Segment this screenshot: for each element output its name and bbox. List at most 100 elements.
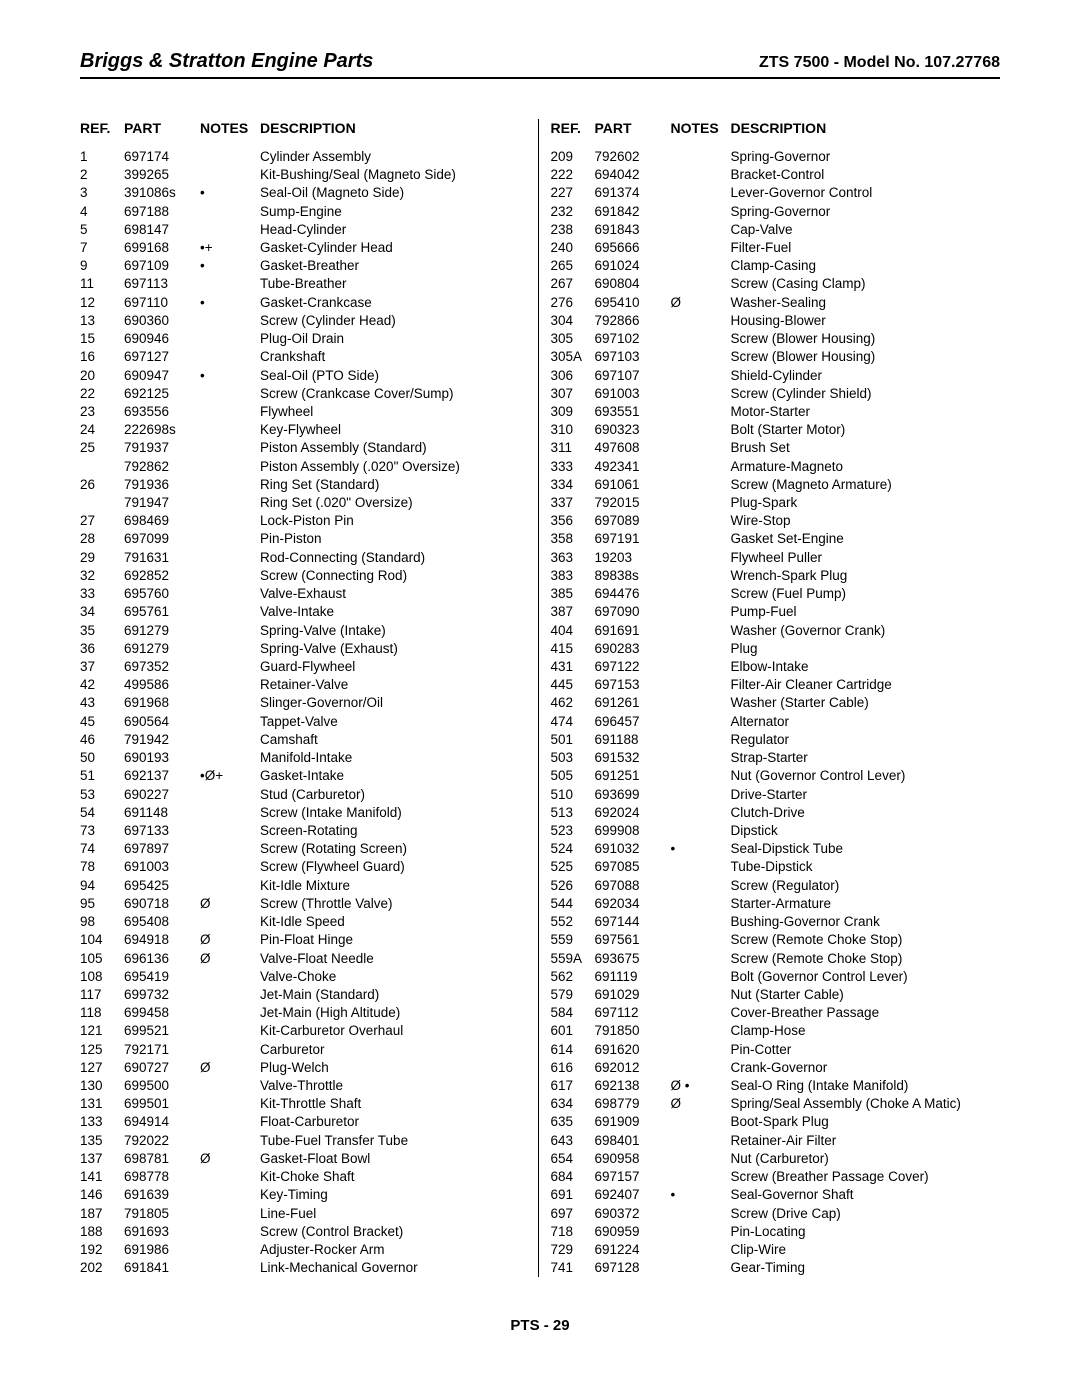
cell-ref: 209 [551, 148, 595, 166]
cell-notes [200, 403, 260, 421]
table-row: 503691532Strap-Starter [551, 749, 1001, 767]
cell-part: 792171 [124, 1041, 200, 1059]
table-row: 510693699Drive-Starter [551, 786, 1001, 804]
cell-ref: 729 [551, 1241, 595, 1259]
cell-ref: 524 [551, 840, 595, 858]
th-notes: NOTES [200, 119, 260, 148]
table-row: 267690804Screw (Casing Clamp) [551, 275, 1001, 293]
cell-part: 697127 [124, 348, 200, 366]
cell-part: 697153 [595, 676, 671, 694]
cell-part: 697099 [124, 530, 200, 548]
table-row: 36319203Flywheel Puller [551, 549, 1001, 567]
cell-part: 697085 [595, 858, 671, 876]
cell-ref: 276 [551, 294, 595, 312]
table-row: 25791937Piston Assembly (Standard) [80, 439, 530, 457]
cell-notes [671, 1241, 731, 1259]
cell-part: 697174 [124, 148, 200, 166]
cell-desc: Key-Flywheel [260, 421, 530, 439]
cell-notes [671, 330, 731, 348]
cell-notes [200, 1041, 260, 1059]
cell-ref: 13 [80, 312, 124, 330]
cell-desc: Motor-Starter [731, 403, 1001, 421]
cell-ref: 15 [80, 330, 124, 348]
cell-ref: 78 [80, 858, 124, 876]
th-part: PART [595, 119, 671, 148]
title-left: Briggs & Stratton Engine Parts [80, 50, 373, 73]
page-footer: PTS - 29 [80, 1317, 1000, 1334]
cell-notes [200, 877, 260, 895]
table-row: 202691841Link-Mechanical Governor [80, 1259, 530, 1277]
table-row: 791947Ring Set (.020" Oversize) [80, 494, 530, 512]
cell-notes: • [671, 1186, 731, 1204]
table-row: 616692012Crank-Governor [551, 1059, 1001, 1077]
cell-desc: Screw (Blower Housing) [731, 330, 1001, 348]
cell-notes [200, 658, 260, 676]
cell-desc: Screw (Rotating Screen) [260, 840, 530, 858]
cell-ref: 9 [80, 257, 124, 275]
table-row: 501691188Regulator [551, 731, 1001, 749]
cell-ref: 25 [80, 439, 124, 457]
cell-notes [200, 567, 260, 585]
cell-notes [671, 1150, 731, 1168]
cell-part: 695410 [595, 294, 671, 312]
cell-notes [200, 1022, 260, 1040]
cell-ref: 523 [551, 822, 595, 840]
cell-notes [671, 275, 731, 293]
table-row: 95690718ØScrew (Throttle Valve) [80, 895, 530, 913]
cell-notes [671, 968, 731, 986]
cell-ref: 238 [551, 221, 595, 239]
table-row: 29791631Rod-Connecting (Standard) [80, 549, 530, 567]
cell-notes [671, 640, 731, 658]
cell-ref: 654 [551, 1150, 595, 1168]
table-row: 265691024Clamp-Casing [551, 257, 1001, 275]
cell-notes [200, 512, 260, 530]
cell-desc: Screw (Cylinder Shield) [731, 385, 1001, 403]
cell-ref: 635 [551, 1113, 595, 1131]
table-row: 141698778Kit-Choke Shaft [80, 1168, 530, 1186]
cell-ref: 36 [80, 640, 124, 658]
cell-ref: 526 [551, 877, 595, 895]
table-row: 445697153Filter-Air Cleaner Cartridge [551, 676, 1001, 694]
table-row: 135792022Tube-Fuel Transfer Tube [80, 1132, 530, 1150]
table-row: 23693556Flywheel [80, 403, 530, 421]
cell-part: 693699 [595, 786, 671, 804]
cell-desc: Pump-Fuel [731, 603, 1001, 621]
column-right: REF. PART NOTES DESCRIPTION 209792602Spr… [539, 119, 1001, 1277]
cell-ref: 1 [80, 148, 124, 166]
cell-part: 791942 [124, 731, 200, 749]
cell-ref: 45 [80, 713, 124, 731]
cell-ref: 187 [80, 1205, 124, 1223]
cell-desc: Washer (Governor Crank) [731, 622, 1001, 640]
cell-ref: 415 [551, 640, 595, 658]
cell-notes [671, 512, 731, 530]
table-row: 691692407•Seal-Governor Shaft [551, 1186, 1001, 1204]
cell-ref: 131 [80, 1095, 124, 1113]
cell-ref: 305 [551, 330, 595, 348]
cell-desc: Screw (Throttle Valve) [260, 895, 530, 913]
cell-notes [200, 913, 260, 931]
table-row: 552697144Bushing-Governor Crank [551, 913, 1001, 931]
table-row: 2399265Kit-Bushing/Seal (Magneto Side) [80, 166, 530, 184]
cell-ref: 334 [551, 476, 595, 494]
cell-desc: Screw (Remote Choke Stop) [731, 950, 1001, 968]
cell-ref: 445 [551, 676, 595, 694]
cell-notes [671, 1168, 731, 1186]
th-desc: DESCRIPTION [731, 119, 1001, 148]
cell-desc: Filter-Fuel [731, 239, 1001, 257]
cell-part: 697112 [595, 1004, 671, 1022]
cell-notes [200, 458, 260, 476]
cell-part: 690958 [595, 1150, 671, 1168]
cell-notes [671, 567, 731, 585]
cell-part: 690959 [595, 1223, 671, 1241]
table-row: 105696136ØValve-Float Needle [80, 950, 530, 968]
cell-notes [200, 694, 260, 712]
cell-ref: 232 [551, 203, 595, 221]
table-row: 24222698sKey-Flywheel [80, 421, 530, 439]
cell-part: 699168 [124, 239, 200, 257]
cell-ref: 53 [80, 786, 124, 804]
cell-notes [200, 713, 260, 731]
table-row: 525697085Tube-Dipstick [551, 858, 1001, 876]
cell-ref: 146 [80, 1186, 124, 1204]
cell-part: 695408 [124, 913, 200, 931]
cell-part: 391086s [124, 184, 200, 202]
